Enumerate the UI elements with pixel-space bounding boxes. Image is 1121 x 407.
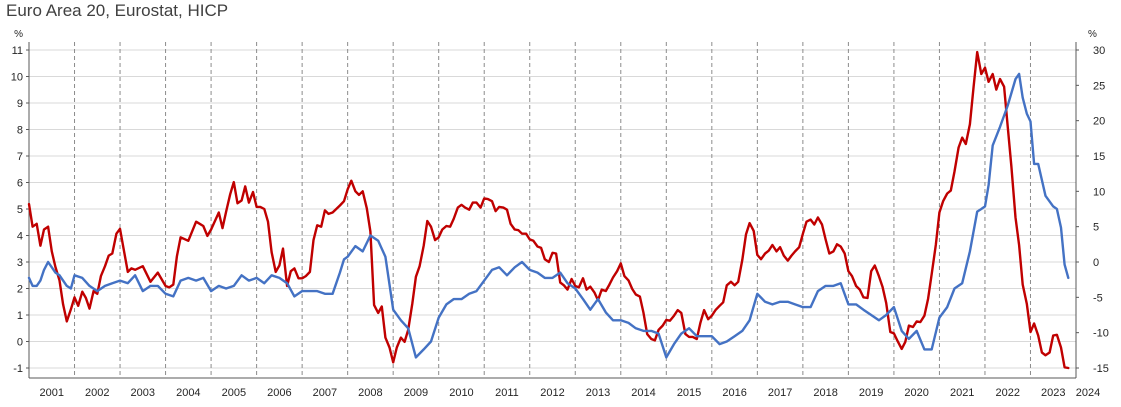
y-left-tick-label: 9 xyxy=(17,98,23,110)
x-tick-label: 2004 xyxy=(176,387,200,399)
y-right-tick-label: 10 xyxy=(1093,186,1105,198)
x-tick-label: 2021 xyxy=(950,387,974,399)
y-right-tick-label: -10 xyxy=(1093,328,1109,340)
grid xyxy=(29,42,1077,378)
x-tick-label: 2023 xyxy=(1041,387,1065,399)
y-left-tick-label: 4 xyxy=(17,231,23,243)
series-group xyxy=(27,50,1070,370)
y-right-tick-label: 20 xyxy=(1093,116,1105,128)
x-tick-label: 2017 xyxy=(768,387,792,399)
x-tick-label: 2011 xyxy=(495,387,519,399)
y-right-tick-label: -5 xyxy=(1093,292,1103,304)
y-right-tick-label: -15 xyxy=(1093,363,1109,375)
y-left-tick-label: 8 xyxy=(17,125,23,137)
x-tick-label: 2006 xyxy=(267,387,291,399)
x-tick-label: 2003 xyxy=(131,387,155,399)
x-tick-label: 2007 xyxy=(313,387,337,399)
x-tick-label: 2024 xyxy=(1076,387,1100,399)
x-tick-label: 2015 xyxy=(677,387,701,399)
x-tick-label: 2002 xyxy=(85,387,109,399)
x-tick-label: 2022 xyxy=(995,387,1019,399)
y-right-tick-label: 30 xyxy=(1093,45,1105,57)
y-right-unit: % xyxy=(1088,29,1097,40)
y-left-tick-label: 3 xyxy=(17,257,23,269)
y-right-tick-label: 0 xyxy=(1093,257,1099,269)
x-tick-label: 2009 xyxy=(404,387,428,399)
x-tick-label: 2005 xyxy=(222,387,246,399)
x-tick-label: 2001 xyxy=(40,387,64,399)
y-left-tick-label: 2 xyxy=(17,284,23,296)
x-tick-label: 2016 xyxy=(722,387,746,399)
chart-title: Euro Area 20, Eurostat, HICP xyxy=(6,1,229,20)
x-tick-label: 2008 xyxy=(358,387,382,399)
y-right-tick-label: 5 xyxy=(1093,222,1099,234)
y-right-tick-label: 15 xyxy=(1093,151,1105,163)
x-tick-label: 2018 xyxy=(813,387,837,399)
x-tick-label: 2014 xyxy=(631,387,655,399)
x-tick-label: 2020 xyxy=(904,387,928,399)
y-left-tick-label: 7 xyxy=(17,151,23,163)
y-left-tick-label: -1 xyxy=(13,363,23,375)
y-right-tick-label: 25 xyxy=(1093,80,1105,92)
y-left-tick-label: 0 xyxy=(17,337,23,349)
y-left-unit: % xyxy=(14,29,23,40)
y-left-tick-label: 1 xyxy=(17,310,23,322)
x-tick-label: 2013 xyxy=(586,387,610,399)
blue-series-line xyxy=(27,72,1070,359)
y-left-tick-label: 6 xyxy=(17,178,23,190)
y-left-tick-label: 5 xyxy=(17,204,23,216)
y-left-tick-label: 11 xyxy=(12,45,23,57)
x-tick-label: 2019 xyxy=(859,387,883,399)
x-tick-label: 2010 xyxy=(449,387,473,399)
red-series-line xyxy=(27,50,1070,370)
x-tick-label: 2012 xyxy=(540,387,564,399)
y-left-tick-label: 10 xyxy=(11,72,23,84)
